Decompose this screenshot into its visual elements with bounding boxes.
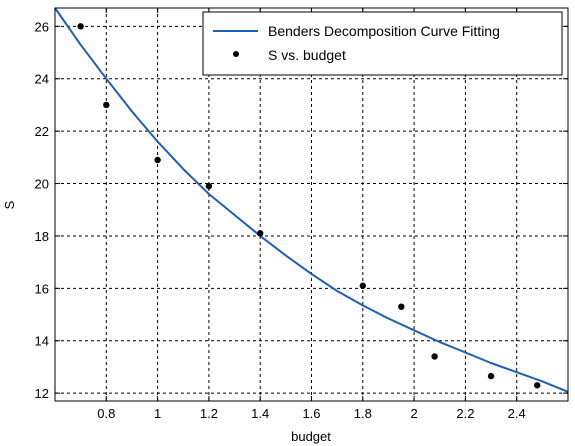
y-tick-label: 22 [35,124,49,139]
y-tick-label: 20 [35,177,49,192]
legend: Benders Decomposition Curve Fitting S vs… [202,11,563,76]
x-tick-label: 1.8 [354,406,372,421]
x-tick-label: 1.2 [200,406,218,421]
legend-box [202,11,563,76]
x-tick-labels: 0.8 1 1.2 1.4 1.6 1.8 2 2.2 2.4 [97,406,525,421]
y-tick-labels: 12 14 16 18 20 22 24 26 [35,19,49,401]
data-point [398,303,405,310]
data-point [359,282,366,289]
data-point [205,182,213,190]
x-axis-label: budget [291,429,331,444]
y-tick-label: 16 [35,281,49,296]
legend-point-swatch [233,51,239,57]
data-point [487,372,495,380]
axis-ticks [55,8,568,401]
data-point [534,382,541,389]
y-axis-label: S [2,200,17,209]
y-tick-label: 24 [35,72,49,87]
data-point [77,23,84,30]
x-tick-label: 1.4 [251,406,269,421]
x-tick-label: 1.6 [302,406,320,421]
data-point [431,353,438,360]
y-tick-label: 18 [35,229,49,244]
x-tick-label: 2 [410,406,417,421]
x-tick-label: 0.8 [97,406,115,421]
y-tick-label: 26 [35,19,49,34]
x-tick-label: 2.4 [508,406,526,421]
y-tick-label: 12 [35,386,49,401]
plot-frame [54,7,569,402]
x-tick-label: 1 [154,406,161,421]
x-tick-label: 2.2 [456,406,474,421]
data-point [103,101,110,109]
grid [55,8,568,401]
data-point [257,230,264,237]
legend-label-points: S vs. budget [268,47,346,63]
fitted-curve [54,7,569,393]
data-point [154,156,161,164]
legend-label-curve: Benders Decomposition Curve Fitting [268,23,500,39]
series-layer [54,7,569,393]
y-tick-label: 14 [35,334,49,349]
